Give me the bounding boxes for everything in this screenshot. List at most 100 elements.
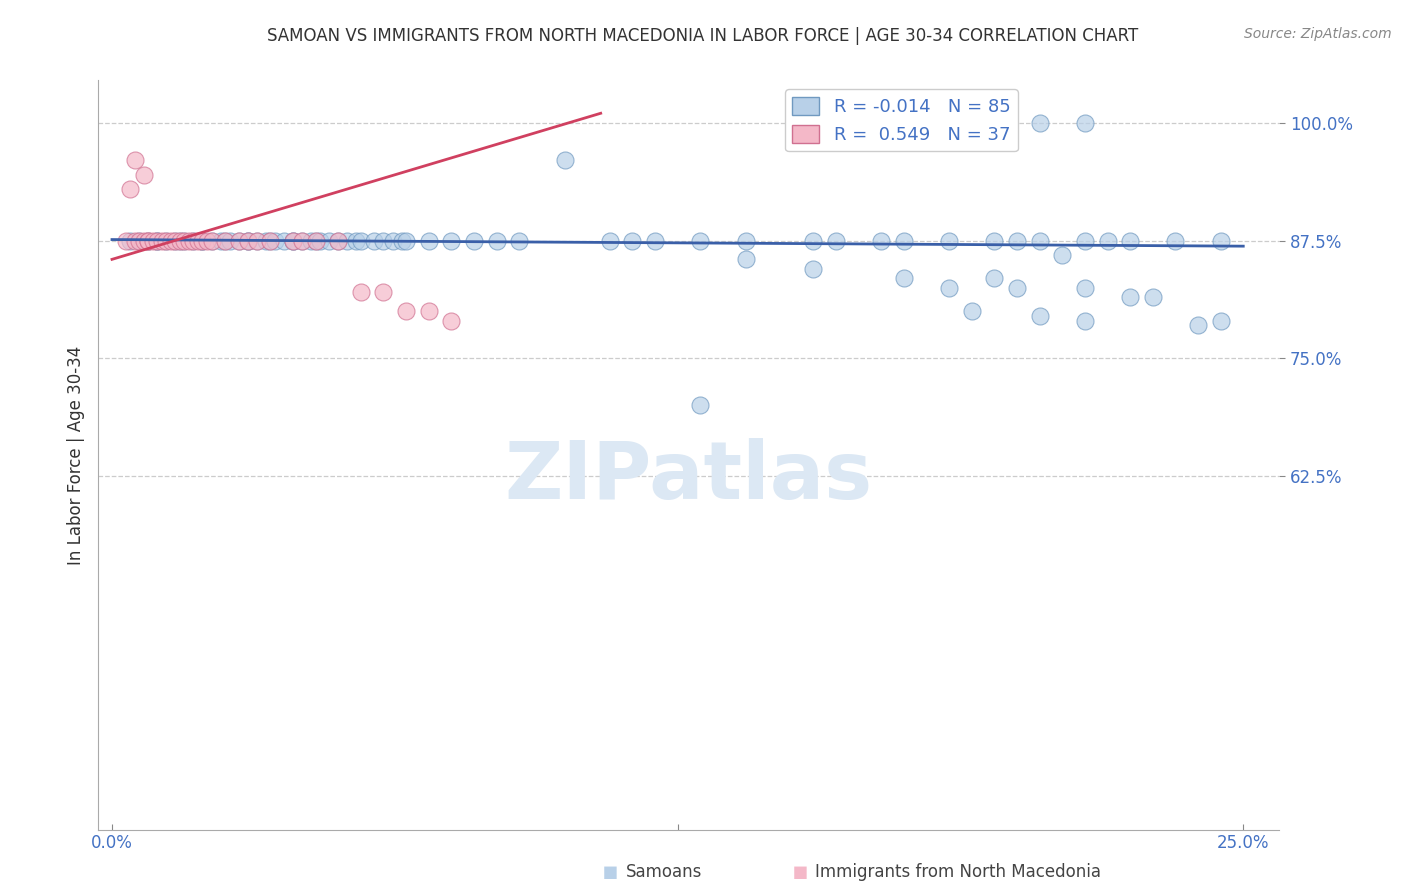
Text: ▪: ▪ (792, 861, 808, 884)
Point (336, 234, 359, 248)
Point (146, 234, 169, 248)
Point (299, 234, 322, 248)
Point (1028, 309, 1050, 323)
Point (418, 304, 440, 318)
Point (1187, 318, 1209, 333)
Point (983, 271, 1005, 285)
Point (165, 234, 187, 248)
Point (309, 234, 332, 248)
Point (485, 234, 508, 248)
Point (553, 153, 575, 168)
Point (1119, 234, 1142, 248)
Point (124, 153, 146, 168)
Point (304, 234, 326, 248)
Text: ZIPatlas: ZIPatlas (505, 438, 873, 516)
Text: Immigrants from North Macedonia: Immigrants from North Macedonia (815, 863, 1101, 881)
Point (136, 234, 159, 248)
Point (124, 234, 146, 248)
Point (254, 234, 277, 248)
Point (373, 234, 395, 248)
Point (200, 234, 222, 248)
Point (508, 234, 530, 248)
Point (689, 234, 711, 248)
Point (191, 234, 214, 248)
Point (391, 234, 413, 248)
Point (328, 234, 350, 248)
Point (689, 399, 711, 413)
Point (146, 234, 169, 248)
Point (870, 234, 893, 248)
Point (381, 234, 404, 248)
Point (264, 234, 287, 248)
Point (228, 234, 250, 248)
Point (214, 234, 236, 248)
Point (281, 234, 304, 248)
Point (155, 234, 177, 248)
Point (803, 234, 825, 248)
Point (1052, 247, 1074, 261)
Point (893, 234, 915, 248)
Point (344, 234, 367, 248)
Point (173, 234, 195, 248)
Point (246, 234, 269, 248)
Point (803, 261, 825, 276)
Point (132, 168, 155, 182)
Point (236, 234, 259, 248)
Point (187, 234, 209, 248)
Point (191, 234, 214, 248)
Point (200, 234, 222, 248)
Point (291, 234, 314, 248)
Point (318, 234, 340, 248)
Point (259, 234, 281, 248)
Text: ▪: ▪ (602, 861, 619, 884)
Point (1074, 234, 1097, 248)
Point (1209, 234, 1232, 248)
Point (373, 285, 395, 300)
Point (440, 234, 463, 248)
Point (281, 234, 304, 248)
Point (218, 234, 240, 248)
Point (893, 271, 915, 285)
Point (983, 234, 1005, 248)
Point (159, 234, 181, 248)
Point (1005, 280, 1028, 294)
Point (1074, 313, 1097, 327)
Point (183, 234, 205, 248)
Point (599, 234, 621, 248)
Point (291, 234, 314, 248)
Point (363, 234, 385, 248)
Point (395, 234, 418, 248)
Point (183, 234, 205, 248)
Point (1119, 290, 1142, 304)
Point (169, 234, 191, 248)
Point (1005, 234, 1028, 248)
Point (463, 234, 485, 248)
Point (304, 234, 326, 248)
Point (236, 234, 259, 248)
Text: Source: ZipAtlas.com: Source: ZipAtlas.com (1244, 27, 1392, 41)
Point (259, 234, 281, 248)
Point (734, 234, 756, 248)
Point (273, 234, 295, 248)
Point (236, 234, 259, 248)
Point (114, 234, 136, 248)
Point (173, 234, 195, 248)
Point (350, 285, 373, 300)
Legend: R = -0.014   N = 85, R =  0.549   N = 37: R = -0.014 N = 85, R = 0.549 N = 37 (785, 89, 1018, 152)
Point (1074, 116, 1097, 130)
Point (195, 234, 218, 248)
Point (1074, 280, 1097, 294)
Point (1097, 234, 1119, 248)
Point (418, 234, 440, 248)
Point (165, 234, 187, 248)
Point (281, 234, 304, 248)
Point (621, 234, 644, 248)
Point (960, 304, 983, 318)
Point (132, 234, 155, 248)
Text: SAMOAN VS IMMIGRANTS FROM NORTH MACEDONIA IN LABOR FORCE | AGE 30-34 CORRELATION: SAMOAN VS IMMIGRANTS FROM NORTH MACEDONI… (267, 27, 1139, 45)
Point (120, 182, 142, 196)
Point (209, 234, 232, 248)
Point (395, 304, 418, 318)
Point (150, 234, 173, 248)
Point (136, 234, 159, 248)
